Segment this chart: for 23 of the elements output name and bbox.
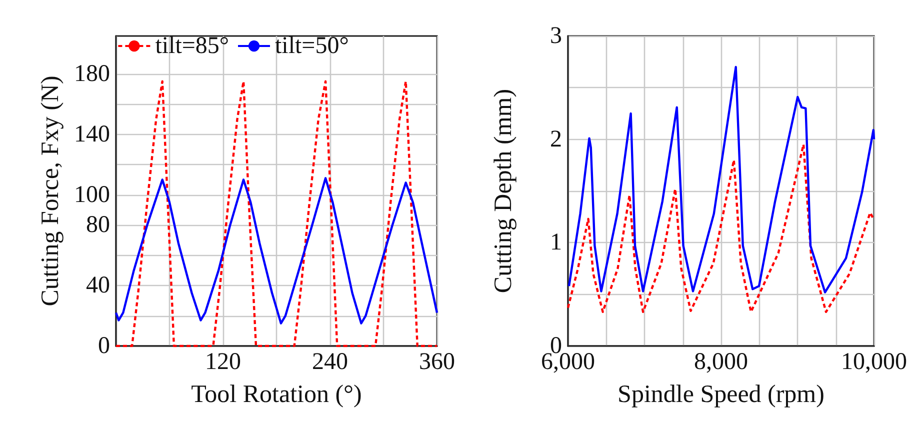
x-tick-label: 360 bbox=[419, 349, 455, 375]
x-tick-label: 120 bbox=[205, 349, 241, 375]
y-tick-label: 140 bbox=[74, 121, 110, 148]
y-tick-label: 1 bbox=[550, 230, 562, 256]
x-tick-label: 10,000 bbox=[841, 349, 907, 375]
legend-label: tilt=85° bbox=[155, 33, 230, 59]
x-axis-title: Spindle Speed (rpm) bbox=[618, 381, 824, 408]
x-tick-label: 240 bbox=[312, 349, 348, 375]
line-series bbox=[114, 177, 438, 324]
x-tick-label: 8,000 bbox=[694, 349, 748, 375]
x-axis-title: Tool Rotation (°) bbox=[191, 381, 362, 408]
y-tick-label: 2 bbox=[550, 126, 562, 152]
y-axis-title: Cutting Force, Fxy (N) bbox=[37, 76, 64, 306]
y-axis-title: Cutting Depth (mm) bbox=[490, 88, 517, 294]
line-series bbox=[568, 66, 876, 294]
y-tick-label: 100 bbox=[74, 182, 110, 208]
y-tick-label: 80 bbox=[86, 212, 110, 238]
y-tick-label: 180 bbox=[74, 60, 110, 87]
line-series bbox=[566, 143, 876, 313]
y-tick-label: 40 bbox=[86, 272, 110, 299]
legend-label: tilt=50° bbox=[275, 33, 349, 59]
y-tick-label: 0 bbox=[98, 333, 110, 359]
y-tick-label: 3 bbox=[550, 23, 562, 49]
